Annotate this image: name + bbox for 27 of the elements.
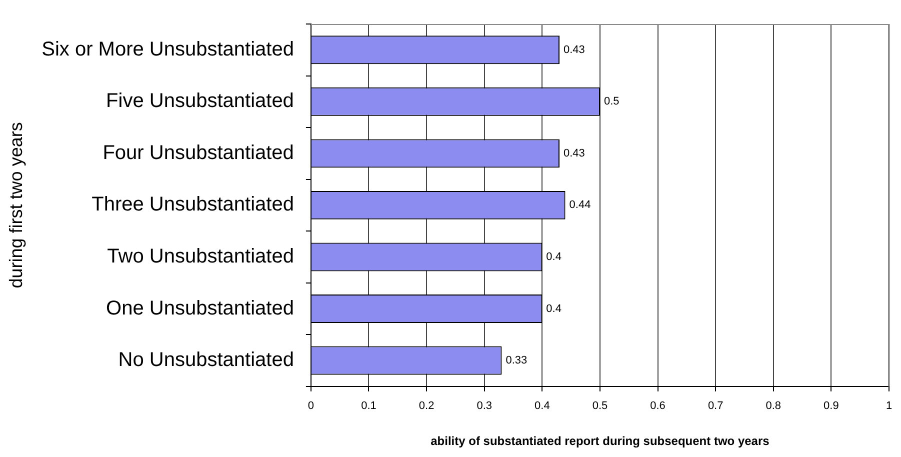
- data-label: 0.43: [564, 44, 585, 56]
- x-tick-label: 0.3: [476, 400, 492, 412]
- data-label: 0.5: [604, 96, 620, 108]
- x-tick-label: 0.2: [418, 400, 434, 412]
- y-axis-title: during first two years: [6, 122, 26, 288]
- y-tick-label: Three Unsubstantiated: [92, 194, 294, 216]
- x-tick-label: 0.1: [361, 400, 376, 412]
- x-tick-label: 0.8: [766, 400, 782, 412]
- x-tick-label: 0.5: [592, 400, 608, 412]
- x-tick-label: 0.7: [708, 400, 724, 412]
- y-tick-label: Two Unsubstantiated: [107, 245, 294, 268]
- y-tick-label: Four Unsubstantiated: [102, 142, 294, 164]
- y-tick-label: Five Unsubstantiated: [106, 90, 294, 112]
- data-label: 0.33: [506, 354, 528, 367]
- x-tick-label: 0.9: [824, 400, 839, 412]
- x-tick-label: 0.6: [650, 400, 666, 412]
- data-label: 0.44: [569, 199, 591, 212]
- data-label: 0.4: [546, 251, 562, 264]
- x-axis-title: ability of substantiated report during subsequent two years: [430, 434, 770, 448]
- y-tick-label: Six or More Unsubstantiated: [42, 38, 294, 60]
- y-tick-label: No Unsubstantiated: [118, 349, 294, 372]
- x-tick-label: 1: [886, 400, 892, 412]
- data-label: 0.43: [564, 147, 585, 160]
- x-tick-label: 0.4: [534, 400, 550, 412]
- x-tick-label: 0: [308, 400, 314, 412]
- data-label: 0.4: [546, 302, 562, 315]
- y-tick-label: One Unsubstantiated: [106, 297, 294, 320]
